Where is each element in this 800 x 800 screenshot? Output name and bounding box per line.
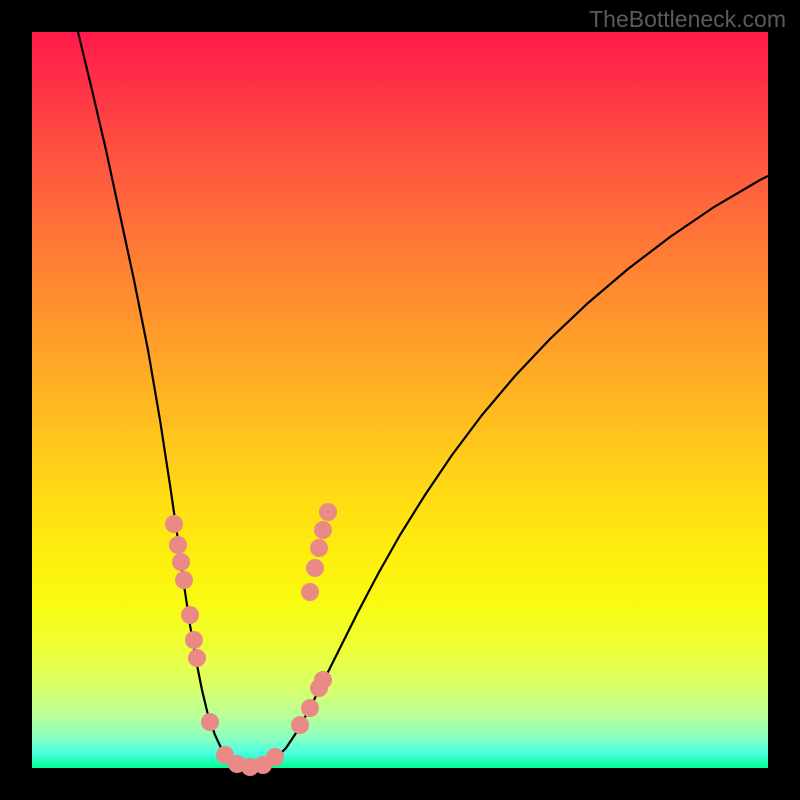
marker-dot (306, 559, 324, 577)
curve-group (78, 32, 768, 767)
marker-dot (266, 748, 284, 766)
marker-dot (314, 671, 332, 689)
marker-dot (310, 539, 328, 557)
marker-dot (301, 699, 319, 717)
marker-dot (181, 606, 199, 624)
markers-group (165, 503, 337, 776)
watermark-text: TheBottleneck.com (589, 6, 786, 33)
marker-dot (188, 649, 206, 667)
marker-dot (319, 503, 337, 521)
marker-dot (201, 713, 219, 731)
v-curve-left (78, 32, 250, 767)
marker-dot (175, 571, 193, 589)
marker-dot (314, 521, 332, 539)
marker-dot (185, 631, 203, 649)
marker-dot (301, 583, 319, 601)
marker-dot (291, 716, 309, 734)
marker-dot (172, 553, 190, 571)
chart-svg (0, 0, 800, 800)
marker-dot (169, 536, 187, 554)
marker-dot (165, 515, 183, 533)
